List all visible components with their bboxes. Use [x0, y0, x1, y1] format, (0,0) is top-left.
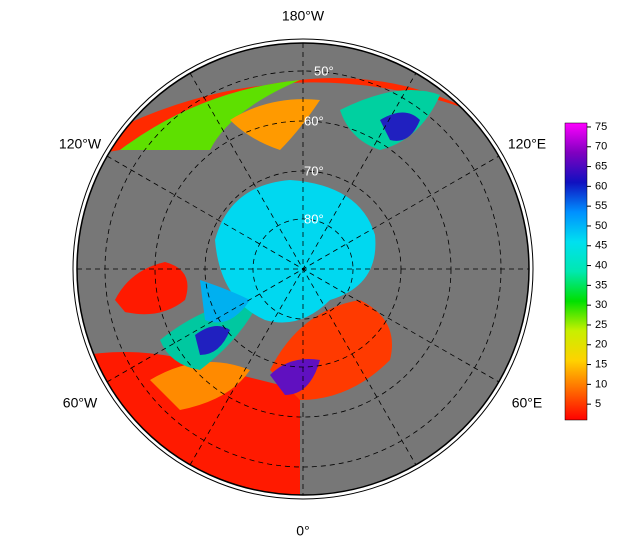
map-border — [76, 42, 530, 496]
colorbar-tick-label: 75 — [595, 121, 607, 133]
colorbar-tick-label: 15 — [595, 358, 607, 370]
colorbar-tick-label: 35 — [595, 279, 607, 291]
map-disc — [77, 43, 529, 495]
lon-label: 180°W — [282, 8, 325, 24]
ocean-field — [380, 112, 420, 141]
ocean-field — [195, 326, 230, 355]
lat-label: 50° — [314, 63, 334, 78]
colorbar-tick-label: 30 — [595, 299, 607, 311]
colorbar — [564, 122, 588, 421]
lon-label: 60°E — [512, 395, 543, 411]
ocean-field — [115, 262, 188, 315]
lat-label: 60° — [304, 113, 324, 128]
ocean-field — [270, 359, 320, 395]
colorbar-tick-label: 70 — [595, 141, 607, 153]
colorbar-tick-label: 40 — [595, 259, 607, 271]
lon-label: 0° — [296, 523, 309, 539]
ocean-field — [150, 362, 250, 410]
colorbar-tick-label: 60 — [595, 180, 607, 192]
sea-ice-field — [215, 180, 376, 323]
colorbar-tick-label: 50 — [595, 220, 607, 232]
colorbar-tick-label: 65 — [595, 160, 607, 172]
sea-ice-field — [200, 280, 250, 323]
graticule — [77, 43, 529, 495]
colorbar-tick-label: 25 — [595, 319, 607, 331]
lat-label: 80° — [304, 211, 324, 226]
colorbar-tick-label: 45 — [595, 240, 607, 252]
lon-label: 120°W — [59, 136, 102, 152]
map-frame — [72, 38, 534, 500]
ocean-field — [120, 80, 300, 150]
ocean-field — [230, 99, 320, 150]
colorbar-tick-label: 5 — [595, 398, 601, 410]
lon-label: 60°W — [63, 395, 98, 411]
colorbar-tick-label: 20 — [595, 339, 607, 351]
lat-label: 70° — [304, 163, 324, 178]
lon-label: 120°E — [508, 136, 546, 152]
colorbar-tick-label: 10 — [595, 378, 607, 390]
colorbar-tick-label: 55 — [595, 200, 607, 212]
